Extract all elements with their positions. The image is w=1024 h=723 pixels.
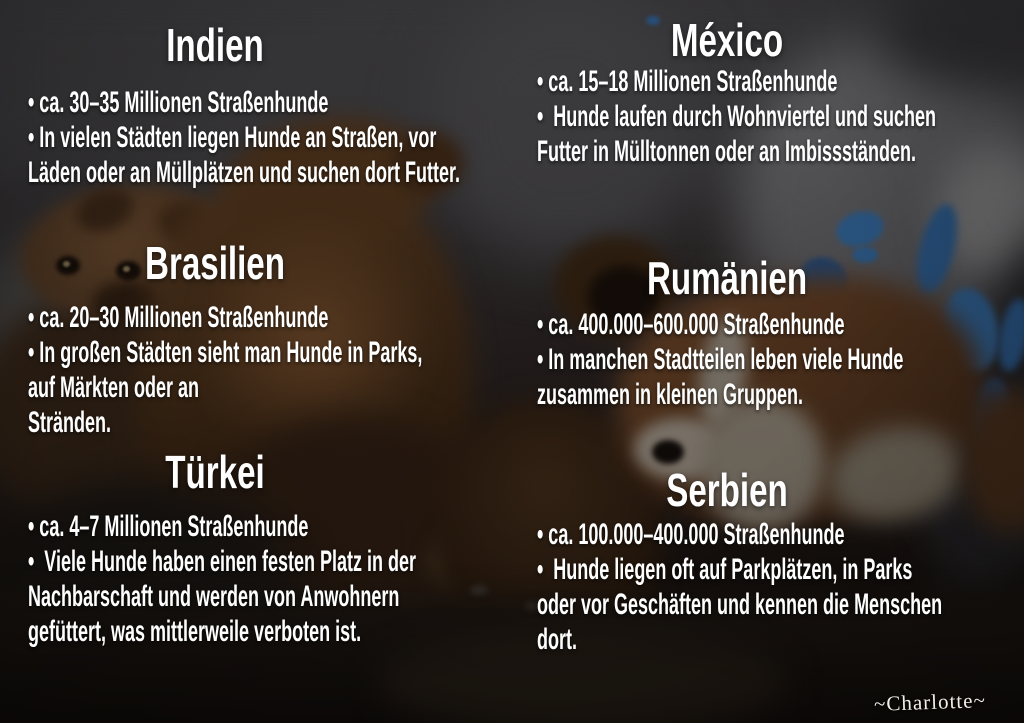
wall-mid-grey: [430, 0, 700, 260]
fact-line: dort.: [537, 623, 577, 656]
section-rumaenien: Rumänien • ca. 400.000–600.000 Straßenhu…: [512, 254, 942, 412]
section-mexico: México • ca. 15–18 Millionen Straßenhund…: [512, 16, 942, 169]
floor-mid-patch: [378, 628, 788, 723]
fact-line: • Hunde laufen durch Wohnviertel und suc…: [537, 100, 936, 133]
fact-line: • In großen Städten sieht man Hunde in P…: [28, 336, 423, 369]
fact-line: gefüttert, was mittlerweile verboten ist…: [28, 615, 362, 648]
puppy-eye-glint: [63, 261, 70, 267]
blue-paint-speck: [646, 16, 660, 25]
fact-line: • In manchen Stadtteilen leben viele Hun…: [537, 343, 904, 376]
section-indien: Indien • ca. 30–35 Millionen Straßenhund…: [0, 19, 461, 190]
section-serbien: Serbien • ca. 100.000–400.000 Straßenhun…: [512, 466, 942, 657]
country-title-brasilien: Brasilien: [145, 237, 285, 289]
fact-line: • ca. 20–30 Millionen Straßenhunde: [28, 301, 329, 334]
fact-line: • In vielen Städten liegen Hunde an Stra…: [28, 121, 437, 154]
fact-line: • ca. 4–7 Millionen Straßenhunde: [28, 510, 309, 543]
country-title-indien: Indien: [166, 19, 264, 71]
fact-line: Stränden.: [28, 406, 112, 439]
fact-line: • Viele Hunde haben einen festen Platz i…: [28, 545, 417, 578]
fact-line: Läden oder an Müllplätzen und suchen dor…: [28, 156, 461, 189]
section-brasilien: Brasilien • ca. 20–30 Millionen Straßenh…: [0, 239, 430, 440]
country-title-tuerkei: Türkei: [165, 446, 265, 498]
puppy-eye-glint: [123, 266, 130, 272]
fact-line: oder vor Geschäften und kennen die Mensc…: [537, 588, 943, 621]
blue-paint-patch: [852, 247, 878, 263]
fact-line: • ca. 30–35 Millionen Straßenhunde: [28, 86, 329, 119]
country-title-mexico: México: [670, 14, 784, 66]
brown-white-dog-nose: [652, 440, 684, 464]
fact-line: • ca. 100.000–400.000 Straßenhunde: [537, 518, 845, 551]
fact-line: Futter in Mülltonnen oder an Imbissständ…: [537, 135, 917, 168]
brown-white-dog-chest: [700, 398, 825, 530]
floor-speck: [470, 585, 488, 595]
fact-line: • ca. 400.000–600.000 Straßenhunde: [537, 308, 845, 341]
author-signature: ~Charlotte~: [873, 688, 987, 716]
country-title-rumaenien: Rumänien: [646, 252, 808, 304]
dark-head-dog-face: [588, 266, 660, 328]
fact-line: • Hunde liegen oft auf Parkplätzen, in P…: [537, 553, 913, 586]
big-dog-ear: [392, 132, 464, 194]
floor-speck: [525, 602, 539, 610]
country-title-serbien: Serbien: [666, 464, 788, 516]
fact-line: zusammen in kleinen Gruppen.: [537, 378, 804, 411]
section-tuerkei: Türkei • ca. 4–7 Millionen Straßenhunde …: [0, 448, 430, 649]
fact-line: • ca. 15–18 Millionen Straßenhunde: [537, 65, 838, 98]
fact-line: Nachbarschaft und werden von Anwohnern: [28, 580, 400, 613]
fact-line: auf Märkten oder an: [28, 371, 200, 404]
